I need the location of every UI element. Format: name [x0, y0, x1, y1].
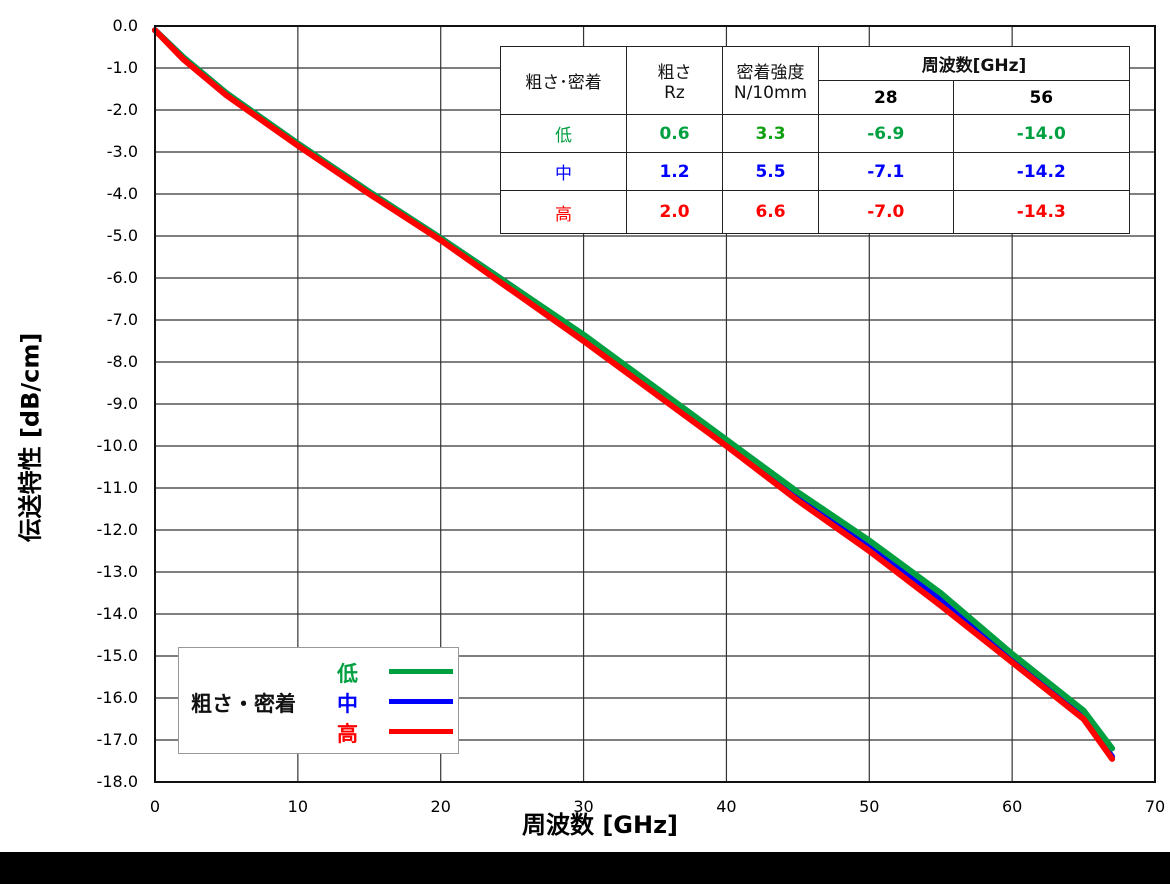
bottom-bar	[0, 852, 1170, 884]
x-tick-label: 10	[287, 797, 309, 816]
grid-lines	[154, 25, 1156, 783]
legend: 粗さ・密着 低 中 高	[178, 647, 459, 754]
table-header-rz: 粗さ Rz	[626, 46, 723, 115]
series-line-2	[152, 27, 1116, 762]
plot-frame	[154, 25, 1156, 783]
y-tick-label: -9.0	[106, 394, 138, 413]
table-header-frequency: 周波数[GHz]	[818, 46, 1130, 81]
x-tick-label: 60	[1001, 797, 1023, 816]
y-tick-label: -4.0	[106, 184, 138, 203]
y-axis-label: 伝送特性 [dB/cm]	[16, 332, 45, 543]
table-header-roughness-adhesion: 粗さ･密着	[500, 46, 627, 115]
y-tick-label: -11.0	[96, 478, 138, 497]
y-tick-label: -8.0	[106, 352, 138, 371]
y-tick-label: -7.0	[106, 310, 138, 329]
data-series	[152, 27, 1116, 762]
x-tick-label: 20	[430, 797, 451, 816]
legend-line-high	[389, 729, 453, 734]
y-tick-label: -3.0	[106, 142, 138, 161]
data-table: 粗さ･密着 粗さ Rz 密着強度 N/10mm 周波数[GHz] 28 56 低 0…	[500, 46, 1131, 234]
y-tick-label: -15.0	[96, 646, 138, 665]
y-tick-label: -5.0	[106, 226, 138, 245]
table-row: 高 2.0 6.6 -7.0 -14.3	[500, 190, 1131, 234]
y-tick-label: -14.0	[96, 604, 138, 623]
y-tick-label: -16.0	[96, 688, 138, 707]
legend-line-mid	[389, 699, 453, 704]
x-tick-label: 70	[1144, 797, 1166, 816]
y-tick-label: -2.0	[106, 100, 138, 119]
table-header-56: 56	[952, 80, 1131, 115]
legend-item-low: 低	[337, 662, 358, 686]
y-tick-label: -18.0	[96, 772, 138, 791]
y-tick-label: -10.0	[96, 436, 138, 455]
x-tick-label: 0	[149, 797, 161, 816]
table-header-28: 28	[818, 80, 954, 115]
legend-item-high: 高	[337, 722, 358, 746]
y-tick-label: -17.0	[96, 730, 138, 749]
table-row: 中 1.2 5.5 -7.1 -14.2	[500, 152, 1131, 191]
y-tick-label: 0.0	[112, 16, 138, 35]
legend-title: 粗さ・密着	[191, 692, 296, 716]
x-tick-label: 40	[716, 797, 737, 816]
x-axis-label: 周波数 [GHz]	[521, 811, 679, 839]
legend-item-mid: 中	[337, 692, 358, 716]
legend-line-low	[389, 669, 453, 674]
y-tick-label: -12.0	[96, 520, 138, 539]
y-tick-label: -1.0	[106, 58, 138, 77]
table-row: 低 0.6 3.3 -6.9 -14.0	[500, 114, 1131, 153]
table-header-adhesion: 密着強度 N/10mm	[722, 46, 819, 115]
y-tick-label: -6.0	[106, 268, 138, 287]
x-tick-label: 30	[573, 797, 594, 816]
x-tick-label: 50	[859, 797, 880, 816]
y-tick-label: -13.0	[96, 562, 138, 581]
